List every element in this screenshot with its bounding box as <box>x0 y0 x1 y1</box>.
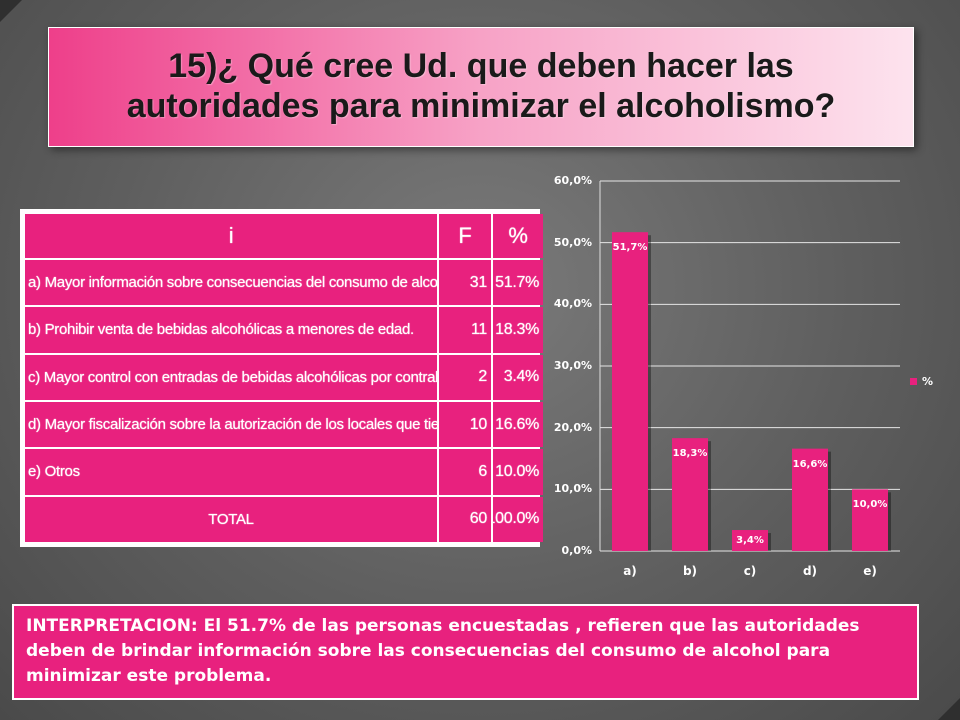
bar-chart: % 0,0% 10,0% 20,0% 30,0% 40,0% 50,0% 60,0% 51,7… <box>545 170 955 590</box>
table-row-label: e) Otros <box>25 449 437 495</box>
table-row-frequency: 2 <box>439 354 491 400</box>
bar <box>792 448 828 551</box>
y-tick-label: 30,0% <box>553 359 592 372</box>
table-row-percent: 51.7% <box>493 260 543 306</box>
table-row-label: c) Mayor control con entradas de bebidas… <box>25 354 437 400</box>
data-label: 16,6% <box>792 458 828 470</box>
x-tick-label: d) <box>802 564 818 578</box>
table-header-frequency: F <box>439 214 491 258</box>
x-tick-label: e) <box>863 564 877 578</box>
bar <box>612 232 648 551</box>
table-total-frequency: 60 <box>439 496 491 542</box>
table-row-label: a) Mayor información sobre consecuencias… <box>25 260 437 306</box>
corner-decoration-bottom-right <box>938 698 960 720</box>
chart-legend: % <box>910 375 933 388</box>
table-total-percent: 100.0% <box>493 496 543 542</box>
table-row-percent: 16.6% <box>493 401 543 448</box>
data-label: 3,4% <box>736 535 764 546</box>
table-row-label: d) Mayor fiscalización sobre la autoriza… <box>25 401 437 448</box>
legend-swatch <box>910 378 917 385</box>
bar <box>732 530 768 551</box>
interpretation-box: INTERPRETACION: El 51.7% de las personas… <box>12 604 919 700</box>
table-total-label: TOTAL <box>25 496 437 542</box>
table-row-frequency: 6 <box>439 449 491 495</box>
y-tick-label: 40,0% <box>553 297 592 311</box>
title-line-2: autoridades para minimizar el alcoholism… <box>126 87 836 125</box>
table-row-frequency: 10 <box>439 401 491 448</box>
y-tick-label: 10,0% <box>553 482 592 496</box>
table-row-percent: 10.0% <box>493 449 543 495</box>
bar <box>672 438 708 551</box>
data-label: 51,7% <box>612 242 648 254</box>
corner-decoration-top-left <box>0 0 22 22</box>
x-tick-label: a) <box>623 564 637 578</box>
y-tick-label: 50,0% <box>553 235 592 249</box>
y-tick-label: 20,0% <box>553 420 592 434</box>
y-tick-label: 60,0% <box>553 174 592 187</box>
table-row-percent: 3.4% <box>493 354 543 400</box>
x-tick-label: c) <box>743 564 757 578</box>
bar-chart-plot <box>599 180 900 552</box>
table-row-frequency: 31 <box>439 260 491 306</box>
table-row-frequency: 11 <box>439 307 491 353</box>
y-tick-label: 0,0% <box>561 544 592 557</box>
data-label: 10,0% <box>852 499 888 511</box>
slide-title: 15)¿ Qué cree Ud. que deben hacer las au… <box>49 46 913 126</box>
data-label: 18,3% <box>672 448 708 460</box>
frequency-table: i F % a) Mayor información sobre consecu… <box>20 209 543 547</box>
bar <box>852 489 888 551</box>
table-header-percent: % <box>493 214 543 258</box>
table-row-percent: 18.3% <box>493 307 543 353</box>
table-header-item: i <box>25 214 437 258</box>
title-banner: 15)¿ Qué cree Ud. que deben hacer las au… <box>48 27 914 147</box>
x-tick-label: b) <box>682 564 698 578</box>
legend-label: % <box>922 375 934 388</box>
title-line-1: 15)¿ Qué cree Ud. que deben hacer las <box>168 47 794 85</box>
interpretation-text: INTERPRETACION: El 51.7% de las personas… <box>26 616 860 686</box>
table-row-label: b) Prohibir venta de bebidas alcohólicas… <box>25 307 437 353</box>
